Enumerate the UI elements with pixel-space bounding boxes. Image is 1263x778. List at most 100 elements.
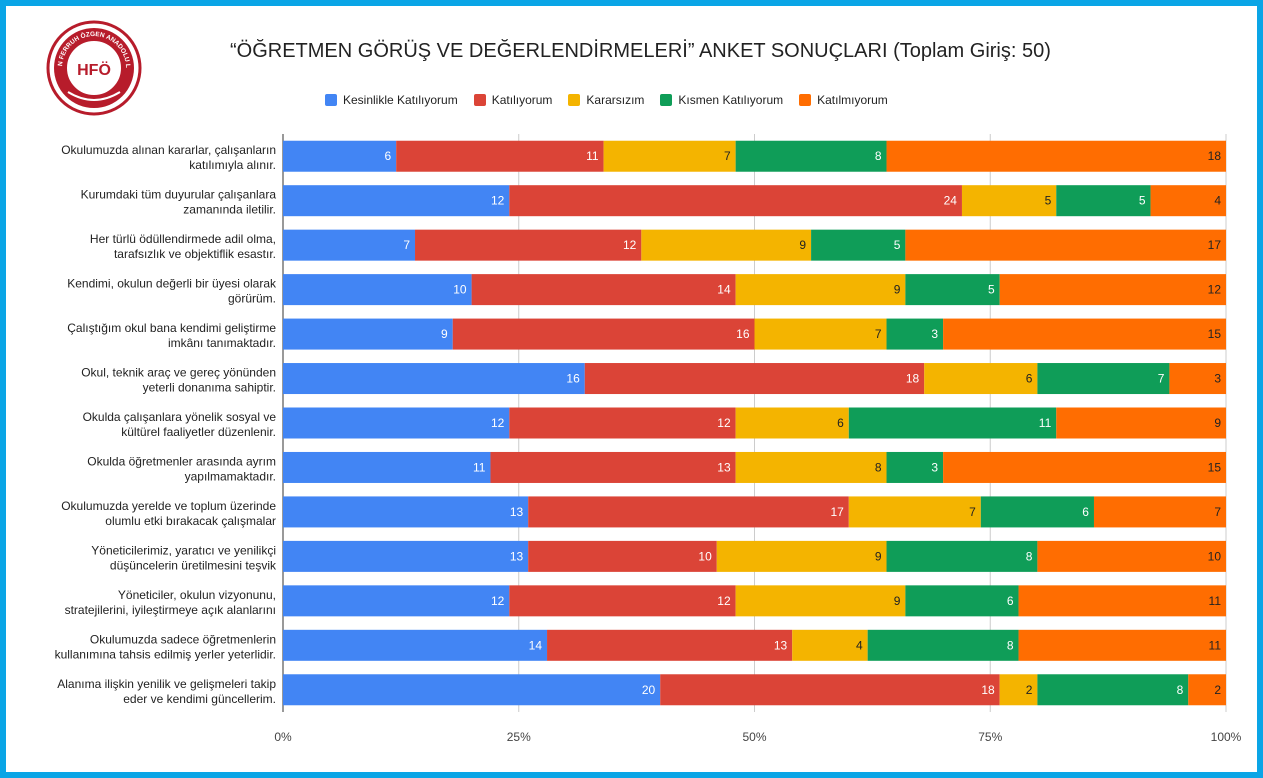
legend-label: Katılıyorum — [491, 93, 553, 107]
data-label: 18 — [906, 372, 920, 386]
data-label: 9 — [441, 327, 448, 341]
bar-segment — [283, 629, 548, 661]
bar-segment — [528, 540, 717, 572]
data-label: 14 — [529, 638, 543, 652]
bar-segment — [509, 407, 736, 439]
category-label-line: Okul, teknik araç ve gereç yönünden — [81, 366, 276, 380]
school-logo: HASAN FERRUH ÖZGEN ANADOLU LİSESİ HFÖ — [46, 20, 142, 116]
category-label-line: yeterli donanıma sahiptir. — [143, 381, 276, 395]
bar-segment — [848, 407, 1057, 439]
bar-segment — [283, 185, 510, 217]
data-label: 8 — [875, 149, 882, 163]
bar-segment — [999, 274, 1226, 306]
bar-segment — [283, 496, 529, 528]
bar-segment — [905, 229, 1226, 261]
bar-segment — [660, 674, 1000, 706]
data-label: 13 — [510, 505, 524, 519]
data-label: 12 — [491, 194, 505, 208]
bar-segment — [1018, 629, 1226, 661]
bar-segment — [735, 451, 887, 483]
category-label: Kendimi, okulun değerli bir üyesi olarak… — [67, 277, 277, 306]
data-label: 5 — [1139, 194, 1146, 208]
bar-segment — [641, 229, 812, 261]
data-label: 5 — [894, 238, 901, 252]
bar-segment — [886, 140, 1226, 172]
bar-segment — [584, 363, 925, 395]
category-label-line: eder ve kendimi güncellerim. — [123, 692, 276, 706]
category-label-line: yapılmamaktadır. — [185, 469, 276, 483]
category-label-line: Çalıştığım okul bana kendimi geliştirme — [67, 321, 276, 335]
bar-segment — [716, 540, 887, 572]
category-label: Okulumuzda sadece öğretmenlerin kullanımı… — [55, 632, 276, 661]
bar-segment — [1150, 185, 1226, 217]
legend-label: Kararsızım — [586, 93, 645, 107]
legend-label: Kesinlikle Katılıyorum — [343, 93, 458, 107]
bar-segment — [735, 585, 906, 617]
data-label: 3 — [931, 327, 938, 341]
legend-item: Kısmen Katılıyorum — [660, 93, 783, 107]
category-label: Yöneticilerimiz, yaratıcı ve yenilikçi dü… — [91, 543, 277, 572]
x-tick-label: 0% — [274, 730, 292, 744]
category-label-line: Her türlü ödüllendirmede adil olma, — [90, 232, 276, 246]
bar-segment — [1056, 407, 1226, 439]
bar-segment — [283, 540, 529, 572]
category-label: Okulda çalışanlara yönelik sosyal ve kült… — [83, 410, 277, 439]
bar-segment — [283, 451, 491, 483]
category-label-line: zamanında iletilir. — [183, 203, 276, 217]
category-label-line: tarafsızlık ve objektiflik esastır. — [114, 247, 276, 261]
bar-segment — [905, 585, 1019, 617]
data-label: 6 — [1026, 372, 1033, 386]
bar-segment — [415, 229, 642, 261]
data-label: 2 — [1026, 683, 1033, 697]
category-label-line: Kendimi, okulun değerli bir üyesi olarak — [67, 277, 277, 291]
data-label: 12 — [491, 416, 505, 430]
data-label: 17 — [830, 505, 844, 519]
bar-segment — [528, 496, 849, 528]
bar-segment — [1188, 674, 1226, 706]
x-tick-label: 25% — [507, 730, 531, 744]
bar-segment — [603, 140, 736, 172]
data-label: 4 — [856, 638, 863, 652]
data-label: 7 — [1214, 505, 1221, 519]
bar-segment — [1037, 363, 1170, 395]
data-label: 7 — [403, 238, 410, 252]
bar-segment — [283, 363, 585, 395]
data-label: 7 — [1158, 372, 1165, 386]
data-label: 14 — [717, 283, 731, 297]
data-label: 16 — [566, 372, 580, 386]
category-label-line: Okulumuzda alınan kararlar, çalışanların — [61, 143, 276, 157]
category-label: Okul, teknik araç ve gereç yönünden yeter… — [81, 366, 276, 395]
bar-segment — [961, 185, 1057, 217]
data-label: 12 — [491, 594, 505, 608]
data-label: 8 — [1177, 683, 1184, 697]
category-label-line: Okulda öğretmenler arasında ayrım — [87, 454, 276, 468]
data-label: 6 — [384, 149, 391, 163]
legend-swatch — [568, 94, 581, 106]
bar-segment — [735, 407, 849, 439]
category-label: Alanıma ilişkin yenilik ve gelişmeleri t… — [57, 677, 276, 706]
category-label-line: görürüm. — [228, 292, 276, 306]
bar-segment — [943, 318, 1226, 350]
category-label-line: Yöneticiler, okulun vizyonunu, — [118, 588, 276, 602]
data-label: 9 — [799, 238, 806, 252]
legend-item: Kararsızım — [568, 93, 644, 107]
category-label-line: olumlu etki bırakacak çalışmalar — [105, 514, 276, 528]
bar-segment — [1093, 496, 1226, 528]
data-label: 10 — [1208, 549, 1222, 563]
category-label: Okulumuzda yerelde ve toplum üzerinde olu… — [61, 499, 276, 528]
data-label: 8 — [1026, 549, 1033, 563]
data-label: 9 — [875, 549, 882, 563]
bar-segment — [283, 318, 453, 350]
bar-segment — [1169, 363, 1226, 395]
bar-segment — [1037, 674, 1189, 706]
data-label: 10 — [698, 549, 712, 563]
category-label: Okulda öğretmenler arasında ayrım yapılma… — [87, 454, 276, 483]
x-tick-label: 100% — [1211, 730, 1242, 744]
data-label: 12 — [1208, 283, 1222, 297]
data-label: 12 — [717, 594, 731, 608]
legend-label: Kısmen Katılıyorum — [678, 93, 784, 107]
bar-segment — [980, 496, 1094, 528]
data-label: 13 — [774, 638, 788, 652]
category-label-line: Okulda çalışanlara yönelik sosyal ve — [83, 410, 277, 424]
